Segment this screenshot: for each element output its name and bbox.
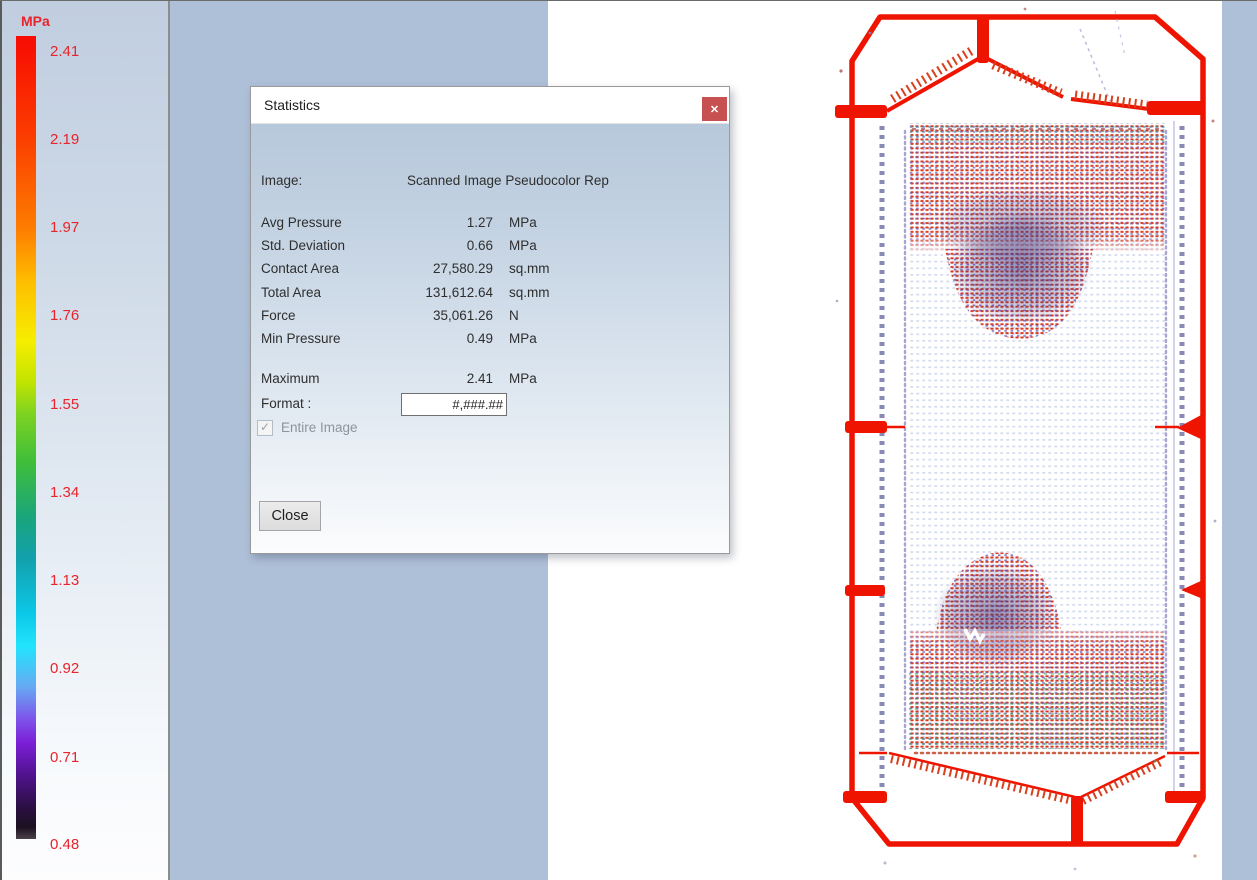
stat-label: Avg Pressure [261, 215, 342, 230]
stat-unit: sq.mm [509, 261, 550, 276]
stat-value: Scanned Image Pseudocolor Rep [407, 173, 609, 188]
stat-value: 27,580.29 [432, 261, 493, 276]
stat-label: Std. Deviation [261, 238, 346, 253]
stat-label: Total Area [261, 285, 322, 300]
colorbar-tick: 1.97 [50, 219, 80, 236]
stat-value: 2.41 [466, 371, 493, 386]
stat-unit: N [509, 308, 519, 323]
stat-value: 35,061.26 [432, 308, 493, 323]
stat-label: Contact Area [261, 261, 340, 276]
statistics-dialog: Statistics ✕ Image: Scanned Image Pseudo… [250, 86, 730, 554]
colorbar-tick: 0.92 [50, 660, 80, 677]
stat-label: Maximum [261, 371, 320, 386]
format-row: Format : [251, 396, 729, 416]
colorbar-unit-label: MPa [21, 13, 50, 29]
stat-value: 0.49 [466, 331, 493, 346]
side-rails [879, 121, 1185, 791]
stat-row: Std. Deviation 0.66 MPa [251, 238, 729, 258]
colorbar-tick: 2.41 [50, 43, 80, 60]
stat-unit: MPa [509, 371, 537, 386]
close-button[interactable]: Close [259, 501, 321, 531]
core-edge-dots [903, 127, 1168, 755]
dialog-title: Statistics [264, 97, 321, 113]
dialog-body: Image: Scanned Image Pseudocolor Rep Avg… [251, 123, 729, 553]
stat-unit: sq.mm [509, 285, 550, 300]
pressure-band-bottom [909, 552, 1165, 749]
stat-label: Min Pressure [261, 331, 341, 346]
entire-image-label: Entire Image [281, 420, 358, 435]
colorbar-tick: 1.34 [50, 484, 80, 501]
frame-junctions [835, 15, 1205, 846]
stat-row: Total Area 131,612.64 sq.mm [251, 285, 729, 305]
stat-row: Avg Pressure 1.27 MPa [251, 215, 729, 235]
stat-label: Force [261, 308, 296, 323]
entire-image-checkbox[interactable]: ✓ [257, 420, 273, 436]
image-canvas[interactable] [548, 1, 1222, 880]
colorbar-gradient [16, 36, 36, 839]
colorbar-panel: MPa 2.41 2.19 1.97 1.76 1.55 1.34 1.13 0… [0, 1, 170, 880]
stat-unit: MPa [509, 215, 537, 230]
stat-label: Image: [261, 173, 303, 188]
colorbar-tick: 0.71 [50, 749, 80, 766]
stat-value: 131,612.64 [425, 285, 493, 300]
colorbar-tick: 1.76 [50, 307, 80, 324]
stat-value: 1.27 [466, 215, 493, 230]
pressure-band-top [909, 123, 1165, 339]
colorbar-tick: 0.48 [50, 836, 80, 853]
format-label: Format : [261, 396, 312, 411]
dialog-titlebar[interactable]: Statistics ✕ [251, 87, 729, 124]
format-input[interactable] [401, 393, 507, 416]
stat-row: Min Pressure 0.49 MPa [251, 331, 729, 351]
stat-unit: MPa [509, 331, 537, 346]
stat-value: 0.66 [466, 238, 493, 253]
stat-row: Maximum 2.41 MPa [251, 371, 729, 391]
colorbar-tick: 1.55 [50, 396, 80, 413]
map-frame [849, 14, 1206, 847]
stat-row: Force 35,061.26 N [251, 308, 729, 328]
stat-row: Contact Area 27,580.29 sq.mm [251, 261, 729, 281]
stat-row: Image: Scanned Image Pseudocolor Rep [251, 173, 729, 193]
pressure-map [835, 7, 1217, 871]
scan-noise [835, 7, 1217, 871]
colorbar-tick: 1.13 [50, 572, 80, 589]
close-icon[interactable]: ✕ [702, 97, 727, 121]
colorbar-tick: 2.19 [50, 131, 80, 148]
stat-unit: MPa [509, 238, 537, 253]
comb-teeth [886, 47, 1165, 805]
white-mark [963, 627, 986, 645]
